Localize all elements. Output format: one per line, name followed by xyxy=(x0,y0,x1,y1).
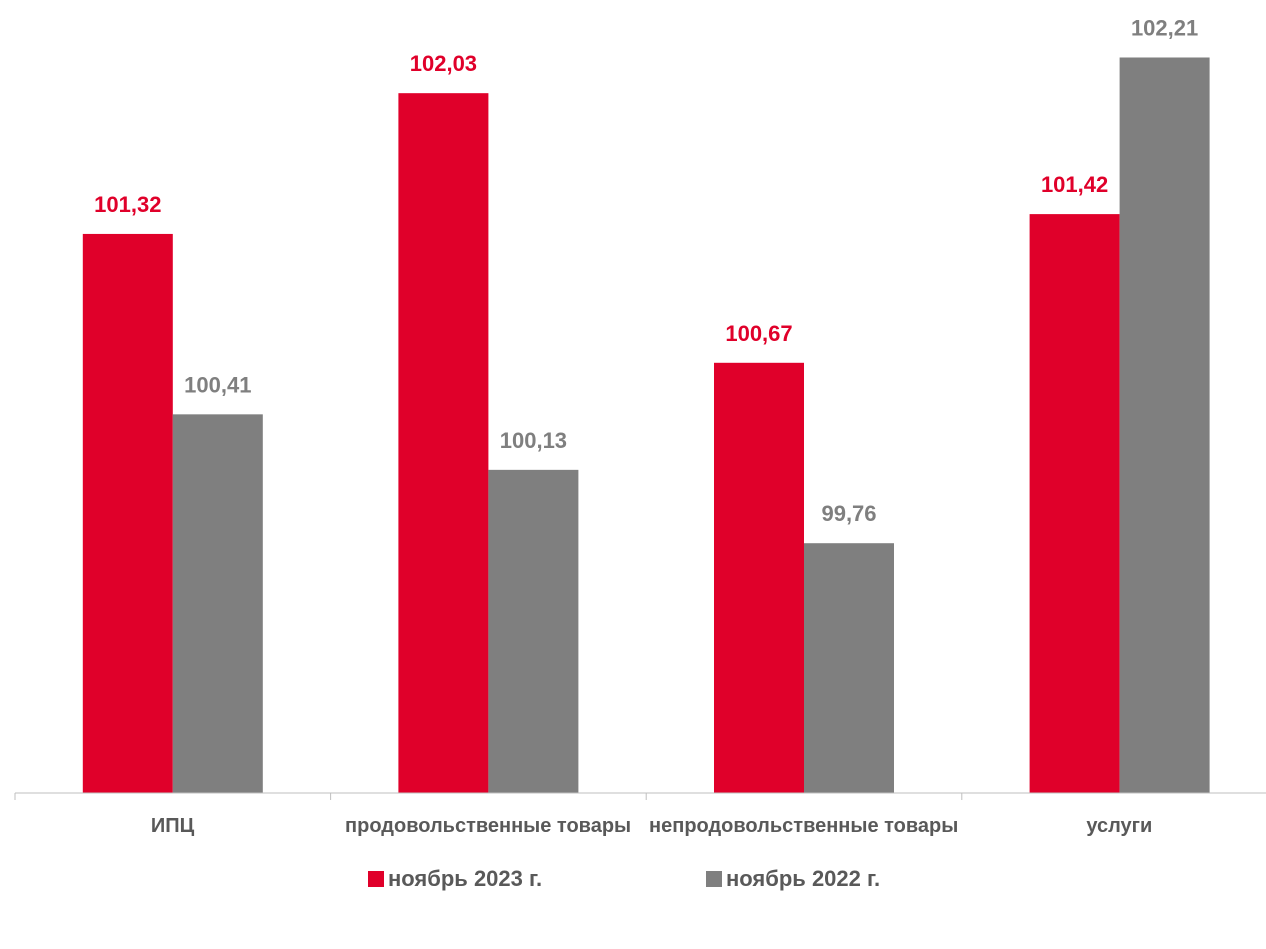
bar xyxy=(82,233,173,793)
x-tick-label: продовольственные товары xyxy=(345,815,632,837)
value-label: 100,41 xyxy=(184,372,251,397)
bar xyxy=(804,543,894,793)
legend-item: ноябрь 2023 г. xyxy=(368,866,542,892)
legend-label: ноябрь 2022 г. xyxy=(726,866,881,891)
legend-swatch xyxy=(368,871,384,887)
value-label: 101,32 xyxy=(94,192,161,217)
value-label: 101,42 xyxy=(1041,172,1108,197)
value-label: 100,13 xyxy=(500,428,567,453)
x-tick-label: непродовольственные товары xyxy=(649,815,959,837)
legend-swatch xyxy=(706,871,722,887)
legend-label: ноябрь 2023 г. xyxy=(388,866,543,891)
x-tick-label: услуги xyxy=(1086,815,1153,837)
bar xyxy=(172,414,263,793)
value-label: 99,76 xyxy=(821,501,876,526)
bar xyxy=(1119,57,1210,794)
value-label: 102,21 xyxy=(1131,15,1198,40)
value-label: 100,67 xyxy=(725,321,792,346)
bar xyxy=(1029,214,1120,794)
bar xyxy=(488,469,579,793)
bar xyxy=(714,362,804,793)
value-label: 102,03 xyxy=(410,51,477,76)
bar xyxy=(398,93,489,794)
legend-item: ноябрь 2022 г. xyxy=(706,866,880,892)
x-tick-label: ИПЦ xyxy=(150,815,195,837)
